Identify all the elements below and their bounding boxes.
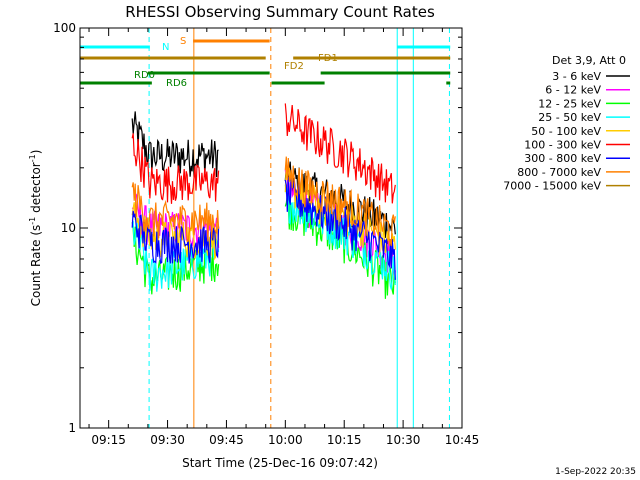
y-axis-label-end: ) — [29, 150, 43, 155]
series-line — [284, 103, 396, 204]
flag-label: RD6 — [166, 78, 187, 89]
flag-label: N — [162, 42, 169, 53]
series-line — [284, 156, 396, 246]
footer-timestamp: 1-Sep-2022 20:35 — [555, 467, 636, 477]
flag-label: RD0 — [134, 70, 155, 81]
flag-label: FD1 — [318, 53, 338, 64]
legend-label: 300 - 800 keV — [524, 152, 601, 165]
legend-label: 12 - 25 keV — [538, 97, 601, 110]
x-tick-label: 10:45 — [445, 433, 480, 447]
y-axis-label-exponent: -1 — [28, 217, 37, 225]
legend-label: 800 - 7000 keV — [517, 166, 601, 179]
chart-title: RHESSI Observing Summary Count Rates — [125, 3, 435, 21]
y-axis-label-main: Count Rate (s — [29, 225, 43, 307]
x-tick-label: 09:15 — [91, 433, 126, 447]
y-axis: 1 10 100 — [53, 21, 462, 435]
x-tick-label: 09:45 — [209, 433, 244, 447]
flag-label: S — [180, 36, 186, 47]
legend-label: 7000 - 15000 keV — [503, 180, 601, 193]
flag-label: FD2 — [284, 61, 304, 72]
x-axis: 09:15 09:30 09:45 10:00 10:15 10:30 10:45 — [88, 28, 480, 447]
series-line — [131, 182, 220, 243]
legend-label: 100 - 300 keV — [524, 139, 601, 152]
y-axis-label: Count Rate (s-1 detector-1) — [28, 150, 43, 307]
series-line — [131, 210, 220, 265]
y-tick-label: 10 — [61, 221, 76, 235]
x-tick-label: 10:00 — [268, 433, 303, 447]
series-line — [131, 111, 219, 178]
legend-label: 6 - 12 keV — [545, 84, 601, 97]
series-line — [131, 133, 220, 204]
plot-area — [80, 28, 451, 428]
y-tick-label: 100 — [53, 21, 76, 35]
x-tick-label: 10:30 — [386, 433, 421, 447]
legend-label: 25 - 50 keV — [538, 111, 601, 124]
y-axis-label-exponent-2: -1 — [28, 154, 37, 162]
legend-label: 3 - 6 keV — [552, 70, 601, 83]
x-tick-label: 10:15 — [327, 433, 362, 447]
legend-header: Det 3,9, Att 0 — [552, 54, 626, 67]
y-tick-label: 1 — [68, 421, 76, 435]
x-tick-label: 09:30 — [150, 433, 185, 447]
legend-label: 50 - 100 keV — [531, 125, 601, 138]
x-axis-label: Start Time (25-Dec-16 09:07:42) — [182, 456, 378, 470]
y-axis-label-detector: detector — [29, 162, 43, 217]
